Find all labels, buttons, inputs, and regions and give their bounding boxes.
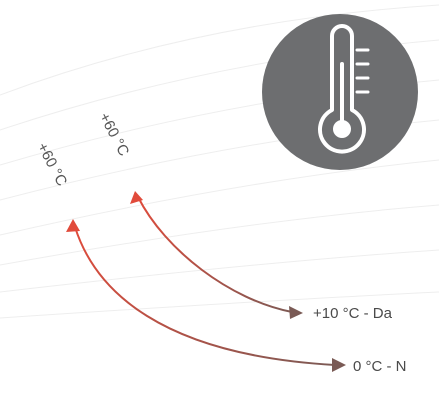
- arrow-1-source-label: +60 °C: [95, 110, 132, 159]
- arrow-2-end-head: [332, 358, 346, 372]
- arrow-1-destination-label: +10 °C - Da: [313, 305, 393, 322]
- thermometer-icon: [318, 24, 370, 154]
- arrow-1-start-head: [130, 191, 143, 204]
- arrow-1: [130, 191, 303, 319]
- arrow-2-curve: [74, 226, 336, 366]
- background-lines: [0, 4, 439, 319]
- arrow-1-curve: [137, 196, 293, 313]
- thermometer-badge: [262, 14, 418, 170]
- arrow-2: [66, 219, 346, 372]
- arrow-2-destination-label: 0 °C - N: [353, 358, 407, 375]
- arrow-2-start-head: [66, 219, 80, 232]
- arrow-1-end-head: [289, 306, 303, 319]
